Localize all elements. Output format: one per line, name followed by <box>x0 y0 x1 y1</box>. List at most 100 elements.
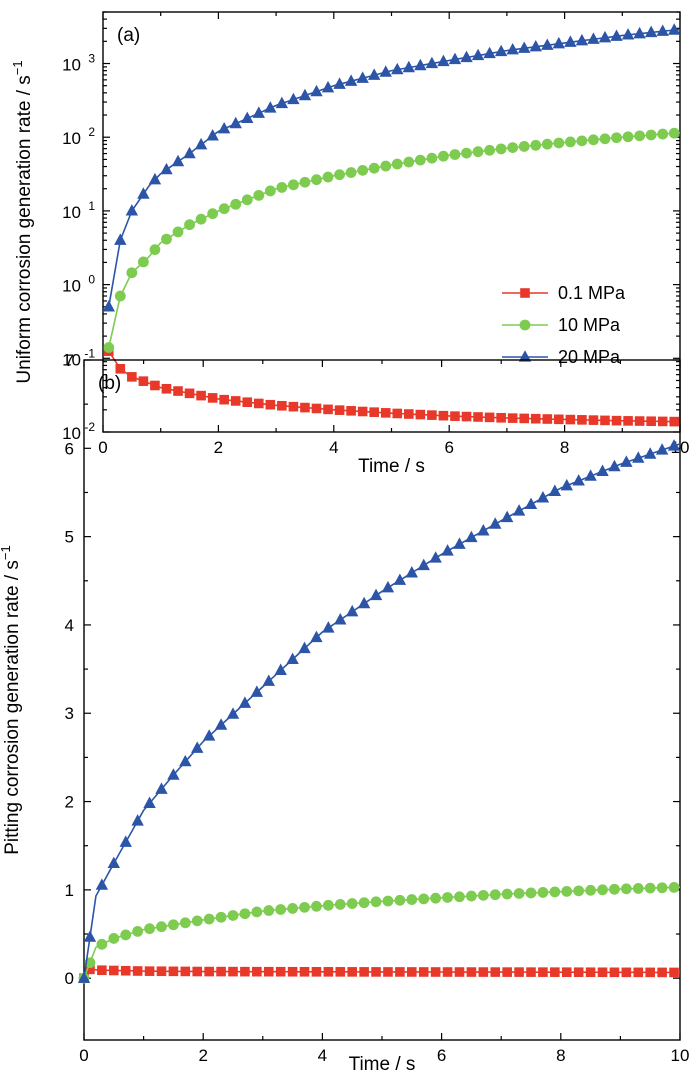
data-point <box>215 911 227 923</box>
data-point <box>530 413 541 424</box>
data-point <box>391 62 404 75</box>
data-point <box>206 129 219 141</box>
data-point <box>573 967 584 978</box>
data-point <box>554 414 564 425</box>
data-point <box>96 938 108 950</box>
data-point <box>298 641 311 654</box>
data-point <box>242 397 253 407</box>
data-point <box>311 174 322 186</box>
data-point <box>634 130 646 142</box>
data-point <box>126 267 138 279</box>
data-point <box>299 901 310 913</box>
data-point <box>406 894 418 905</box>
data-point <box>253 189 265 201</box>
x-tick-label: 4 <box>329 438 338 457</box>
data-point <box>405 566 418 578</box>
panel-b-pitting-corrosion: 0 2 4 6 8 10 0 1 2 3 4 5 6 7 Time / s Pitting corrosion… <box>0 351 689 1075</box>
data-point <box>357 596 371 609</box>
data-point <box>115 364 126 374</box>
data-point <box>346 406 356 416</box>
data-point <box>311 403 322 414</box>
data-point <box>620 883 632 895</box>
series-line <box>83 443 681 979</box>
data-point <box>437 54 450 67</box>
y-tick-exponent: -1 <box>84 346 95 360</box>
data-point <box>77 971 91 983</box>
data-point <box>311 900 322 912</box>
data-point <box>560 478 573 491</box>
panel-label: (b) <box>98 373 121 394</box>
y-tick-label: 4 <box>65 616 74 635</box>
data-point <box>588 134 599 146</box>
data-point <box>477 889 489 901</box>
series-10-mpa <box>103 127 681 353</box>
data-point <box>448 52 462 65</box>
data-point <box>490 967 501 977</box>
data-point <box>323 967 334 977</box>
data-point <box>600 415 610 426</box>
data-point <box>382 895 394 907</box>
data-point <box>588 415 599 425</box>
data-point <box>179 754 192 767</box>
data-point <box>250 685 264 697</box>
data-point <box>549 886 561 898</box>
data-point <box>131 814 144 826</box>
y-tick-label: 10 <box>62 129 81 148</box>
data-point <box>277 400 287 411</box>
data-point <box>230 396 241 406</box>
data-point <box>369 407 379 417</box>
data-point <box>287 92 300 105</box>
data-point <box>427 410 437 420</box>
data-point <box>514 967 524 977</box>
data-point <box>347 967 357 977</box>
x-tick-label: 2 <box>214 438 223 457</box>
y-axis-title: Uniform corrosion generation rate / s−1 <box>10 60 35 383</box>
data-point <box>125 204 139 216</box>
data-point <box>611 132 622 144</box>
data-point <box>103 342 115 353</box>
data-point <box>196 390 206 401</box>
data-point <box>323 404 333 415</box>
series-line <box>83 886 681 979</box>
data-point <box>156 966 167 977</box>
data-point <box>465 530 478 543</box>
data-point <box>418 893 430 905</box>
data-point <box>633 26 646 39</box>
x-tick-label: 6 <box>444 438 453 457</box>
data-point <box>632 883 644 894</box>
data-point <box>656 24 669 36</box>
data-point <box>402 60 416 73</box>
data-point <box>321 80 335 93</box>
series-20-mpa <box>102 23 681 312</box>
data-point <box>335 967 346 977</box>
data-point <box>564 35 577 47</box>
data-point <box>195 213 207 225</box>
data-point <box>395 967 405 977</box>
data-point <box>127 372 137 382</box>
y-tick-label: 5 <box>65 528 74 547</box>
data-point <box>633 967 644 978</box>
data-point <box>657 967 667 978</box>
data-point <box>657 128 669 140</box>
data-point <box>161 233 172 245</box>
legend: 0.1 MPa 10 MPa 20 MPa <box>502 283 626 367</box>
y-tick-label: 3 <box>65 704 74 723</box>
data-point <box>109 965 119 976</box>
data-point <box>155 782 168 794</box>
data-point <box>171 154 185 167</box>
data-point <box>226 707 240 719</box>
data-point <box>442 892 453 903</box>
legend-marker <box>520 288 530 298</box>
data-point <box>391 158 403 170</box>
data-point <box>597 967 608 978</box>
data-point <box>576 135 588 147</box>
data-point <box>415 409 426 420</box>
data-point <box>417 558 430 571</box>
data-point <box>477 523 490 536</box>
data-point <box>156 921 167 933</box>
x-tick-label: 10 <box>671 1046 690 1065</box>
data-point <box>507 142 519 153</box>
data-point <box>138 376 149 386</box>
x-tick-label: 0 <box>79 1046 88 1065</box>
data-point <box>380 408 391 418</box>
